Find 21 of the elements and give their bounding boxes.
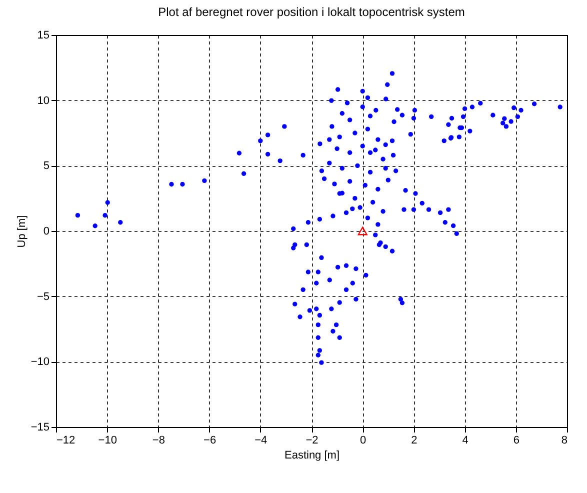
x-tick-label: −2	[306, 434, 318, 446]
x-tick-label: −6	[204, 434, 216, 446]
y-tick-label: −15	[30, 422, 50, 434]
y-tick-label: 10	[37, 94, 50, 107]
y-tick-label: 0	[43, 226, 50, 238]
x-tick-label: 4	[462, 434, 468, 446]
x-tick-label: −8	[152, 434, 165, 446]
y-axis-title: Up [m]	[16, 215, 28, 248]
x-axis-title: Easting [m]	[284, 450, 340, 462]
y-tick-label: −5	[36, 290, 50, 303]
x-tick-label: 0	[360, 434, 366, 446]
y-tick-label: 15	[37, 30, 50, 42]
x-tick-label: −4	[254, 434, 268, 446]
x-tick-label: −10	[98, 434, 117, 446]
x-tick-label: 8	[561, 434, 568, 446]
x-tick-label: 6	[513, 434, 520, 446]
y-tick-label: −10	[30, 356, 50, 368]
chart-title: Plot af beregnet rover position i lokalt topocentrisk system	[158, 5, 465, 19]
x-tick-label: 2	[411, 434, 418, 446]
x-tick-label: −12	[56, 434, 76, 446]
y-tick-label: 5	[43, 160, 50, 172]
